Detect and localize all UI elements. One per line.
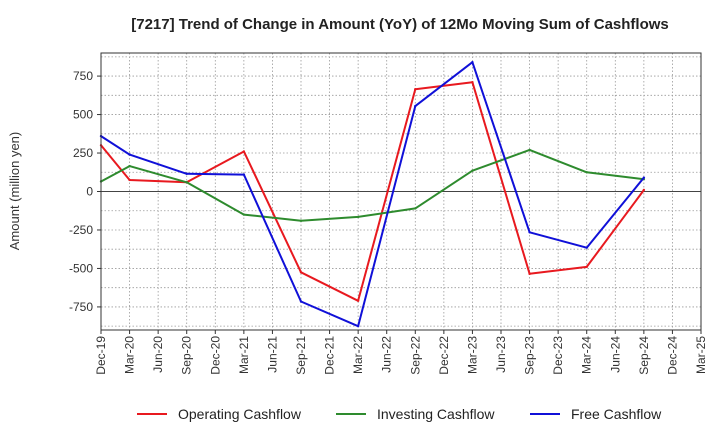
data-point	[356, 299, 360, 302]
data-point	[414, 104, 417, 108]
data-point	[356, 215, 360, 219]
y-tick-label: -750	[69, 300, 93, 314]
x-tick-label: Jun-22	[380, 336, 394, 373]
data-point	[585, 246, 588, 249]
data-point	[585, 265, 588, 269]
data-point	[528, 272, 531, 276]
series-line-3	[100, 61, 645, 328]
data-point	[528, 148, 531, 152]
x-tick-label: Jun-21	[265, 336, 279, 373]
data-point	[185, 181, 188, 184]
series-line-2	[100, 148, 645, 222]
x-tick-label: Jun-23	[494, 336, 508, 373]
x-tick-label: Sep-24	[637, 336, 651, 375]
x-tick-label: Sep-20	[180, 336, 194, 375]
legend-label-2: Investing Cashflow	[377, 406, 495, 422]
x-tick-label: Mar-24	[580, 336, 594, 374]
x-axis-ticks: Dec-19 Mar-20 Jun-20 Sep-20 Dec-20 Mar-21 Jun-…	[94, 330, 708, 375]
data-point	[642, 188, 646, 192]
legend: Operating Cashflow Investing Cashflow Free…	[137, 406, 662, 422]
data-point	[299, 271, 303, 274]
data-point	[471, 169, 474, 172]
x-tick-label: Jun-20	[151, 336, 165, 373]
x-tick-label: Jun-24	[608, 336, 622, 373]
data-point	[356, 324, 360, 328]
data-point	[128, 164, 131, 168]
data-point	[299, 219, 303, 222]
x-tick-label: Mar-23	[465, 336, 479, 374]
x-tick-label: Dec-20	[208, 336, 222, 375]
grid	[100, 53, 702, 330]
data-point	[585, 171, 588, 174]
y-tick-label: 750	[73, 69, 93, 83]
x-tick-label: Sep-22	[408, 336, 422, 375]
data-point	[414, 87, 417, 91]
x-tick-label: Dec-21	[323, 336, 337, 375]
y-tick-label: -500	[69, 261, 93, 275]
data-point	[471, 61, 474, 64]
y-tick-label: -250	[69, 223, 93, 237]
y-axis-label: Amount (million yen)	[7, 132, 22, 251]
data-point	[128, 178, 131, 182]
data-point	[414, 207, 417, 210]
data-point	[299, 300, 303, 303]
x-tick-label: Sep-23	[523, 336, 537, 375]
data-point	[185, 172, 188, 176]
data-point	[528, 231, 531, 234]
x-tick-label: Mar-25	[694, 336, 708, 374]
x-tick-label: Dec-22	[437, 336, 451, 375]
series-lines	[99, 61, 646, 328]
y-axis-ticks: 750 500 250 0 -250 -500 -750	[69, 69, 101, 314]
data-point	[242, 213, 246, 216]
legend-label-3: Free Cashflow	[571, 406, 662, 422]
x-tick-label: Mar-20	[123, 336, 137, 374]
x-tick-label: Mar-22	[351, 336, 365, 374]
data-point	[471, 81, 474, 84]
data-point	[242, 150, 246, 153]
x-tick-label: Dec-23	[551, 336, 565, 375]
x-tick-label: Dec-19	[94, 336, 108, 375]
chart-title: [7217] Trend of Change in Amount (YoY) o…	[131, 16, 669, 33]
x-tick-label: Dec-24	[665, 336, 679, 375]
legend-label-1: Operating Cashflow	[178, 406, 302, 422]
data-point	[642, 176, 646, 179]
data-point	[242, 173, 246, 176]
y-tick-label: 250	[73, 146, 93, 160]
y-tick-label: 500	[73, 108, 93, 122]
y-tick-label: 0	[86, 185, 93, 199]
x-tick-label: Sep-21	[294, 336, 308, 375]
x-tick-label: Mar-21	[237, 336, 251, 374]
data-point	[128, 153, 131, 156]
